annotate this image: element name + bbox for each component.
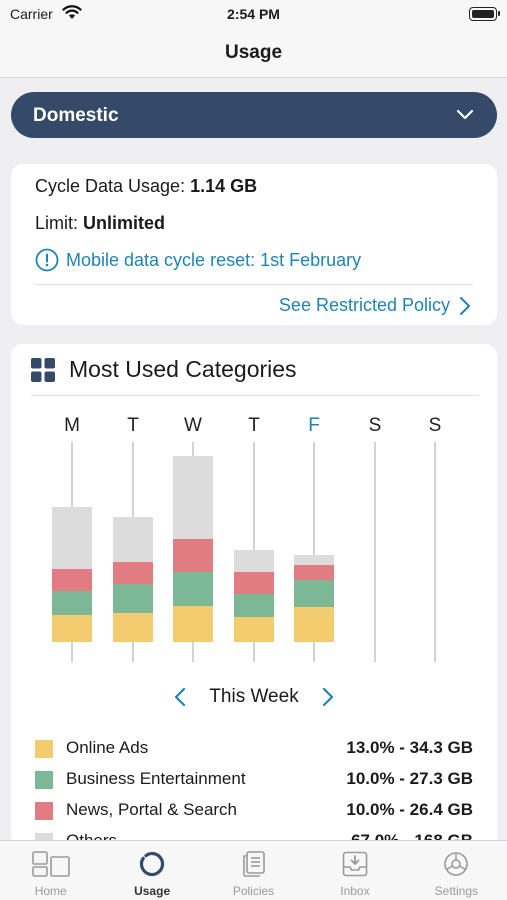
bar-segment <box>113 562 153 584</box>
bar-segment <box>52 569 92 591</box>
most-used-categories-card: Most Used Categories M T W T F S S This Week O… <box>11 344 497 864</box>
usage-summary-card: Cycle Data Usage: 1.14 GB Limit: Unlimit… <box>11 164 497 325</box>
bar-segment <box>294 607 334 642</box>
day-label: S <box>429 415 442 436</box>
bar-segment <box>52 591 92 615</box>
battery-icon <box>469 7 500 21</box>
usage-icon <box>140 851 165 877</box>
bar-segment <box>173 539 213 572</box>
cycle-usage-row: Cycle Data Usage: 1.14 GB <box>35 176 257 197</box>
bar-segment <box>234 572 274 594</box>
plan-dropdown[interactable]: Domestic <box>11 92 497 138</box>
inbox-icon <box>342 851 368 877</box>
tab-policies[interactable]: Policies <box>203 841 304 900</box>
cycle-reset-text: Mobile data cycle reset: 1st February <box>66 249 362 270</box>
tab-settings[interactable]: Settings <box>406 841 507 900</box>
bar-segment <box>294 565 334 580</box>
day-label: T <box>248 415 260 436</box>
bar-segment <box>113 517 153 562</box>
limit-row: Limit: Unlimited <box>35 213 165 234</box>
week-navigator: This Week <box>11 686 497 708</box>
legend-value: 13.0% - 34.3 GB <box>346 738 473 757</box>
bar-segment <box>113 613 153 642</box>
bar-segment <box>234 617 274 642</box>
cycle-usage-label: Cycle Data Usage: <box>35 176 186 196</box>
limit-value: Unlimited <box>83 213 166 233</box>
day-label: M <box>64 415 80 436</box>
policy-link-label: See Restricted Policy <box>278 295 450 315</box>
plan-dropdown-value: Domestic <box>33 105 119 126</box>
see-restricted-policy-link[interactable]: See Restricted Policy <box>279 295 471 316</box>
tab-label: Policies <box>232 884 275 898</box>
navigation-bar: Usage <box>0 30 507 78</box>
tab-usage[interactable]: Usage <box>101 841 202 900</box>
legend-swatch <box>35 740 53 758</box>
day-label: T <box>127 415 139 436</box>
info-icon <box>35 248 59 272</box>
previous-week-button[interactable] <box>173 686 187 708</box>
tab-bar: Home Usage Policies Inbox <box>0 840 507 900</box>
day-label: F <box>308 415 320 436</box>
grid-icon <box>31 357 55 382</box>
tab-home[interactable]: Home <box>0 841 101 900</box>
day-label: S <box>369 415 382 436</box>
divider <box>35 284 473 285</box>
legend-swatch <box>35 802 53 820</box>
legend-item-business-entertainment: Business Entertainment 10.0% - 27.3 GB <box>35 767 473 798</box>
bar-segment <box>52 507 92 569</box>
bar-segment <box>173 606 213 642</box>
chevron-right-icon <box>460 296 470 315</box>
day-label: W <box>184 415 202 436</box>
home-icon <box>31 851 70 877</box>
next-week-button[interactable] <box>321 686 335 708</box>
tab-label: Home <box>34 884 67 898</box>
tab-label: Usage <box>134 884 171 898</box>
clock: 2:54 PM <box>227 6 280 22</box>
limit-label: Limit: <box>35 213 79 233</box>
wifi-icon <box>62 5 82 19</box>
bar-segment <box>173 572 213 606</box>
tab-label: Settings <box>434 884 478 898</box>
tab-inbox[interactable]: Inbox <box>304 841 405 900</box>
divider <box>31 395 479 396</box>
chevron-down-icon <box>456 109 474 120</box>
legend-swatch <box>35 771 53 789</box>
cycle-usage-value: 1.14 GB <box>190 176 258 196</box>
settings-icon <box>444 852 469 876</box>
legend-name: Business Entertainment <box>66 769 246 788</box>
bar-segment <box>113 584 153 613</box>
status-bar: Carrier 2:54 PM <box>0 0 507 30</box>
bar-segment <box>52 615 92 642</box>
legend-item-news-portal-search: News, Portal & Search 10.0% - 26.4 GB <box>35 798 473 829</box>
card-title: Most Used Categories <box>69 356 297 382</box>
bar-segment <box>234 594 274 617</box>
bar-segment <box>294 555 334 565</box>
bar-segment <box>294 580 334 607</box>
legend-value: 10.0% - 26.4 GB <box>346 800 473 819</box>
bar-segment <box>173 456 213 539</box>
legend-item-online-ads: Online Ads 13.0% - 34.3 GB <box>35 736 473 767</box>
week-label: This Week <box>209 686 299 707</box>
page-title: Usage <box>224 42 283 63</box>
legend-name: News, Portal & Search <box>66 800 238 819</box>
carrier-label: Carrier <box>10 6 53 22</box>
tab-label: Inbox <box>340 884 370 898</box>
legend-name: Online Ads <box>66 738 149 757</box>
cycle-reset-notice: Mobile data cycle reset: 1st February <box>35 248 361 272</box>
card-header: Most Used Categories <box>31 356 297 383</box>
legend-value: 10.0% - 27.3 GB <box>346 769 473 788</box>
bar-segment <box>234 550 274 572</box>
policies-icon <box>242 851 265 877</box>
